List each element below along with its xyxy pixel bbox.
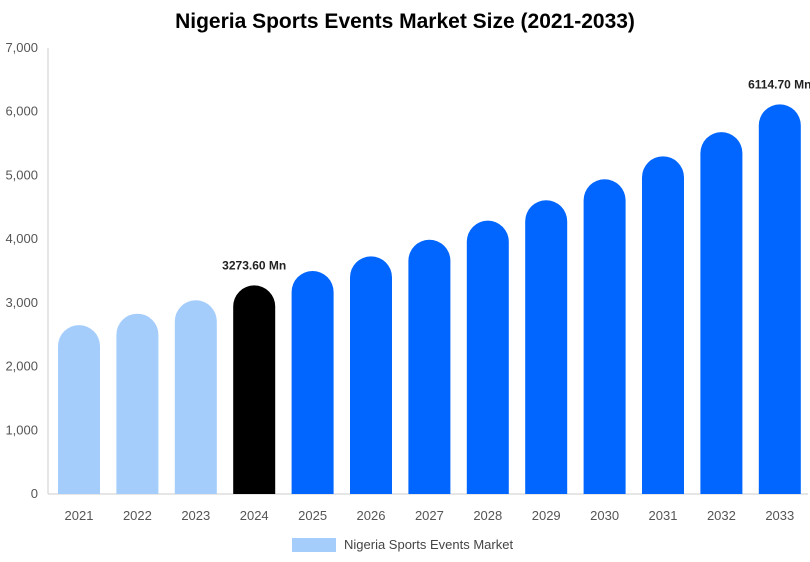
y-tick-label: 5,000: [5, 167, 38, 182]
legend-label: Nigeria Sports Events Market: [344, 537, 513, 552]
x-tick-label: 2024: [240, 508, 269, 523]
y-tick-label: 3,000: [5, 295, 38, 310]
bar-2021[interactable]: [58, 325, 100, 494]
y-tick-label: 7,000: [5, 40, 38, 55]
x-tick-label: 2030: [590, 508, 619, 523]
x-tick-label: 2029: [532, 508, 561, 523]
legend-swatch: [292, 538, 336, 552]
data-label-2033: 6114.70 Mn: [748, 77, 810, 91]
x-tick-label: 2032: [707, 508, 736, 523]
bar-2025[interactable]: [291, 271, 334, 494]
x-tick-label: 2027: [415, 508, 444, 523]
x-tick-label: 2022: [123, 508, 152, 523]
x-tick-label: 2031: [649, 508, 678, 523]
x-tick-label: 2021: [65, 508, 94, 523]
x-tick-label: 2023: [181, 508, 210, 523]
y-tick-label: 1,000: [5, 422, 38, 437]
y-tick-label: 4,000: [5, 231, 38, 246]
x-tick-label: 2033: [765, 508, 794, 523]
y-tick-label: 0: [31, 486, 38, 501]
y-tick-label: 6,000: [5, 104, 38, 119]
x-tick-label: 2028: [473, 508, 502, 523]
chart-title: Nigeria Sports Events Market Size (2021-…: [175, 10, 635, 33]
bar-2033[interactable]: [758, 104, 801, 495]
bar-2026[interactable]: [350, 256, 392, 494]
x-tick-label: 2025: [298, 508, 327, 523]
bar-2023[interactable]: [174, 300, 217, 494]
bar-2027[interactable]: [408, 239, 451, 494]
bar-2031[interactable]: [642, 156, 684, 495]
bar-2024[interactable]: [233, 285, 276, 494]
bar-2028[interactable]: [466, 220, 509, 495]
bar-2022[interactable]: [116, 313, 159, 494]
y-tick-label: 2,000: [5, 359, 38, 374]
x-tick-label: 2026: [357, 508, 386, 523]
bar-2029[interactable]: [525, 200, 568, 494]
bar-2030[interactable]: [583, 179, 626, 494]
bar-2032[interactable]: [700, 132, 743, 495]
data-label-2024: 3273.60 Mn: [222, 258, 286, 272]
